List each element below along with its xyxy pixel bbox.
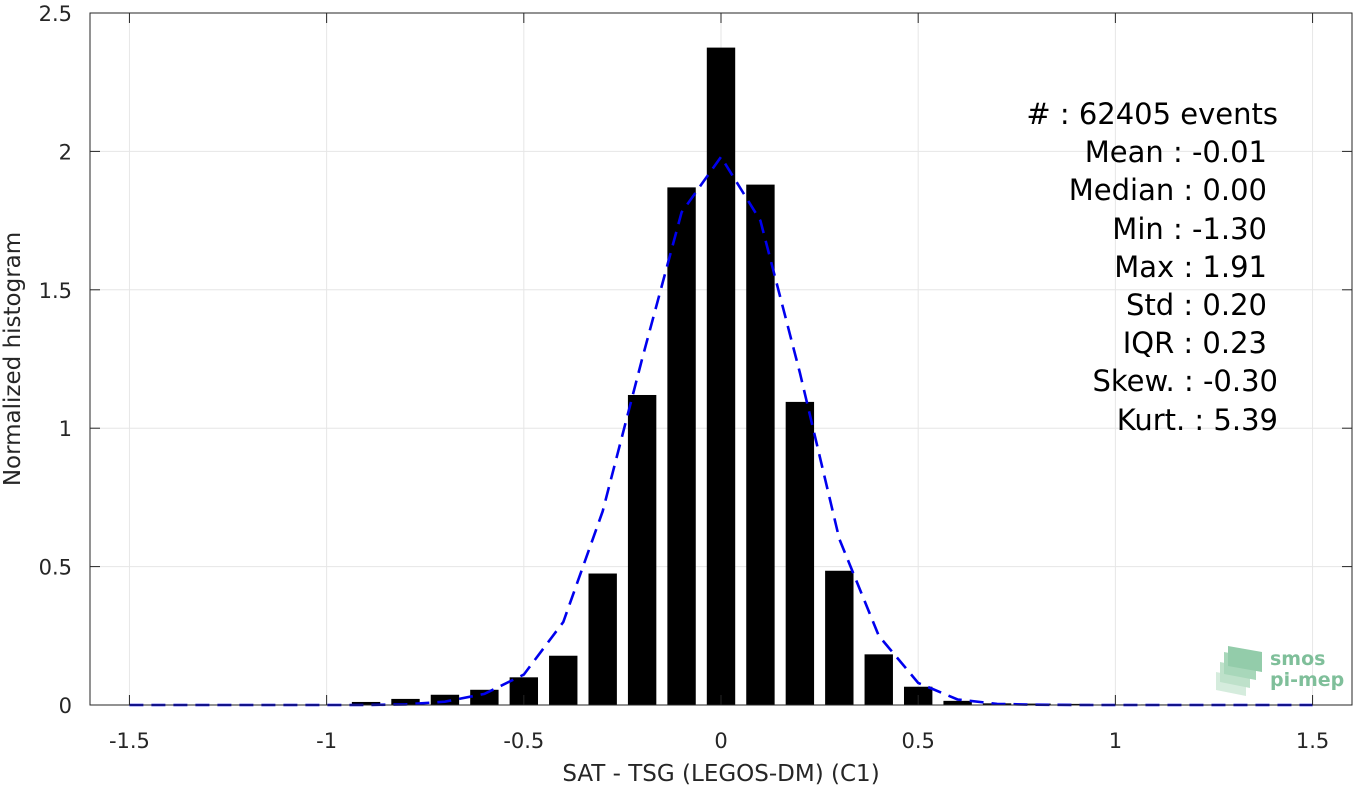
histogram-bar	[746, 184, 775, 706]
histogram-bars	[351, 47, 1288, 706]
x-tick-label: -1	[316, 729, 337, 753]
histogram-bar	[785, 401, 815, 705]
y-tick-label: 2	[59, 140, 72, 164]
histogram-bar	[943, 700, 972, 705]
stat-skew: Skew. : -0.30	[1092, 364, 1278, 398]
histogram-bar	[588, 573, 617, 705]
y-tick-label: 1	[59, 417, 72, 441]
logo-text-smos: smos	[1270, 648, 1325, 670]
histogram-bar	[430, 694, 460, 705]
axis-ticks	[90, 12, 1352, 706]
logo-layers-icon	[1216, 646, 1262, 696]
x-axis-title: SAT - TSG (LEGOS-DM) (C1)	[562, 761, 879, 785]
stat-events: # : 62405 events	[1026, 97, 1278, 131]
stat-iqr: IQR : 0.23	[1123, 326, 1267, 360]
histogram-bar	[627, 394, 657, 705]
logo-text-pi-mep: pi-mep	[1270, 669, 1344, 691]
y-tick-label: 0.5	[39, 556, 72, 580]
histogram-bar	[549, 655, 578, 705]
x-tick-labels: -1.5 -1 -0.5 0 0.5 1 1.5	[109, 729, 1329, 753]
smos-pi-mep-logo: smos pi-mep	[1216, 646, 1344, 696]
stat-kurt: Kurt. : 5.39	[1117, 403, 1278, 437]
histogram-bar	[470, 689, 499, 705]
histogram-bar	[864, 654, 893, 705]
histogram-bar	[351, 701, 381, 705]
x-tick-label: 1	[1109, 729, 1122, 753]
stat-min: Min : -1.30	[1112, 212, 1267, 246]
x-tick-label: -1.5	[109, 729, 150, 753]
y-axis-title: Normalized histogram	[0, 232, 26, 486]
y-tick-label: 2.5	[39, 2, 72, 26]
stat-median: Median : 0.00	[1069, 173, 1267, 207]
y-tick-label: 1.5	[39, 279, 72, 303]
x-tick-label: 0.5	[901, 729, 934, 753]
histogram-bar	[667, 187, 696, 705]
x-tick-label: -0.5	[503, 729, 544, 753]
y-tick-labels: 0 0.5 1 1.5 2 2.5	[39, 2, 72, 718]
y-tick-label: 0	[59, 694, 72, 718]
stat-mean: Mean : -0.01	[1085, 135, 1267, 169]
statistics-box: # : 62405 events Mean : -0.01 Median : 0…	[1026, 97, 1278, 437]
histogram-bar	[391, 698, 420, 705]
histogram-bar	[1061, 703, 1091, 705]
stat-max: Max : 1.91	[1114, 250, 1267, 284]
x-tick-label: 0	[714, 729, 727, 753]
stat-std: Std : 0.20	[1126, 288, 1267, 322]
histogram-bar	[706, 47, 736, 706]
histogram-bar	[825, 570, 854, 705]
x-tick-label: 1.5	[1296, 729, 1329, 753]
